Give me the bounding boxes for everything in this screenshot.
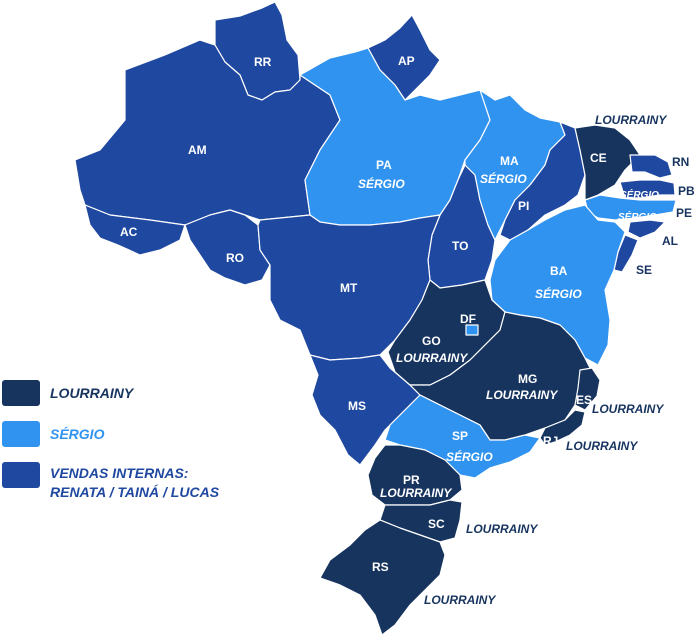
rep-pb-area: SÉRGIO [620, 188, 659, 201]
label-mg: MG [518, 372, 537, 386]
state-pe[interactable] [584, 194, 677, 221]
rep-rj: LOURRAINY [566, 439, 638, 453]
rep-go: LOURRAINY [396, 351, 468, 365]
label-am: AM [188, 143, 207, 157]
legend-item-vendas-internas: VENDAS INTERNAS: RENATA / TAINÁ / LUCAS [2, 462, 219, 502]
label-ro: RO [226, 251, 244, 265]
legend-swatch-sergio [2, 421, 40, 447]
label-al: AL [662, 234, 678, 248]
state-rn[interactable] [629, 154, 673, 179]
label-ma: MA [500, 154, 519, 168]
state-ce[interactable] [574, 124, 641, 201]
state-pa[interactable] [299, 47, 496, 226]
label-ce: CE [590, 151, 607, 165]
label-pb: PB [678, 184, 695, 198]
rep-mg: LOURRAINY [486, 388, 558, 402]
state-ac[interactable] [84, 204, 186, 256]
label-to: TO [452, 239, 468, 253]
rep-df: SÉRGIO [445, 296, 492, 311]
label-ms: MS [348, 399, 366, 413]
label-se: SE [636, 263, 652, 277]
legend-label-vendas-line1: VENDAS INTERNAS: [50, 465, 189, 481]
state-al[interactable] [627, 219, 666, 239]
label-go: GO [422, 334, 441, 348]
state-ro[interactable] [184, 209, 271, 286]
rep-rs: LOURRAINY [424, 593, 496, 607]
rep-sc: LOURRAINY [466, 522, 538, 536]
label-pe: PE [676, 206, 692, 220]
state-df[interactable] [465, 324, 479, 336]
rep-es: LOURRAINY [592, 402, 664, 416]
legend-label-vendas-line2: RENATA / TAINÁ / LUCAS [50, 484, 220, 500]
state-am[interactable] [74, 39, 341, 226]
label-pa: PA [376, 158, 392, 172]
state-pb[interactable] [619, 179, 676, 199]
legend-label-sergio: SÉRGIO [50, 426, 105, 442]
legend-item-sergio: SÉRGIO [2, 421, 104, 447]
label-mt: MT [340, 281, 358, 295]
state-rj[interactable] [539, 409, 586, 446]
label-df: DF [460, 312, 476, 326]
label-pi: PI [518, 199, 529, 213]
legend-swatch-lourrainy [2, 380, 40, 406]
label-ba: BA [550, 264, 568, 278]
rep-ma: SÉRGIO [480, 171, 527, 186]
label-rj: RJ [543, 434, 558, 448]
state-es[interactable] [574, 367, 601, 411]
label-sc: SC [428, 517, 445, 531]
state-rs[interactable] [319, 519, 446, 636]
legend-label-lourrainy: LOURRAINY [50, 385, 134, 401]
rep-pr: LOURRAINY [380, 486, 452, 500]
label-ap: AP [398, 54, 415, 68]
label-rs: RS [372, 560, 389, 574]
label-es: ES [576, 393, 592, 407]
legend-item-lourrainy: LOURRAINY [2, 380, 133, 406]
rep-pa: SÉRGIO [358, 176, 405, 191]
legend-label-vendas-internas: VENDAS INTERNAS: RENATA / TAINÁ / LUCAS [50, 464, 219, 502]
label-pr: PR [403, 473, 420, 487]
legend-swatch-vendas-internas [2, 462, 40, 488]
label-sp: SP [452, 429, 468, 443]
label-rr: RR [254, 55, 272, 69]
rep-ba: SÉRGIO [535, 286, 582, 301]
rep-sp: SÉRGIO [446, 449, 493, 464]
rep-ce: LOURRAINY [595, 113, 667, 127]
label-ac: AC [120, 225, 138, 239]
state-ms[interactable] [309, 354, 421, 466]
rep-pe-area: SÉRGIO [618, 210, 657, 223]
label-rn: RN [672, 155, 689, 169]
state-sp[interactable] [384, 394, 541, 479]
